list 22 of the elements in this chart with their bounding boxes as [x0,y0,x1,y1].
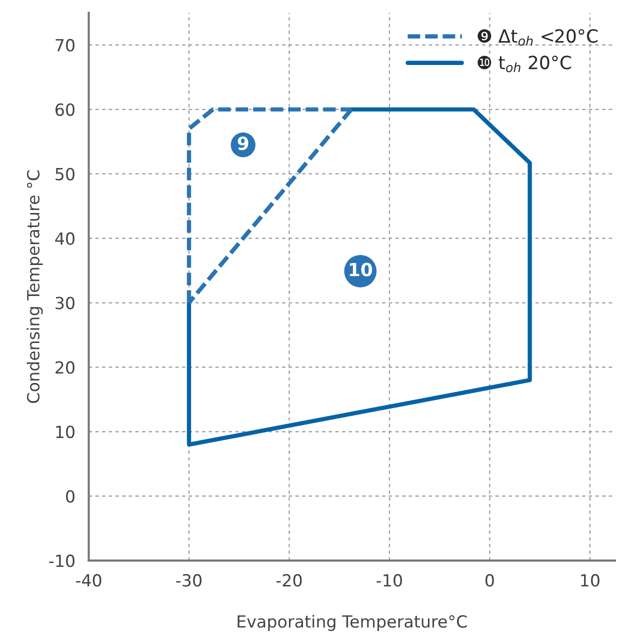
y-tick-label: 10 [56,426,74,438]
x-tick-label: 10 [581,574,600,587]
x-tick-label: -20 [276,574,302,587]
y-tick-label: 60 [56,103,74,116]
y-axis-title: Condensing Temperature °C [26,170,43,403]
x-tick-label: -40 [76,574,102,587]
y-tick-label: 0 [66,490,74,503]
annotation: 9 [238,136,248,150]
x-tick-label: -30 [176,574,202,587]
y-tick-label: 20 [56,361,74,374]
y-tick-label: 50 [56,168,74,180]
x-tick-label: -10 [376,574,402,587]
y-tick-label: 40 [55,232,74,245]
annotation: 10 [350,262,372,276]
x-tick-label: 0 [485,574,494,587]
x-axis-title: Evaporating Temperature°C [238,614,467,632]
line-series [186,107,532,447]
y-tick-label: 70 [56,38,74,52]
legend-label: ❿ t$_{oh}$ 20°C [478,56,572,72]
y-tick-label: 30 [56,296,74,310]
y-tick-label: -10 [49,554,74,568]
legend-label: ❾ Δt$_{oh}$ <20°C [478,29,598,46]
